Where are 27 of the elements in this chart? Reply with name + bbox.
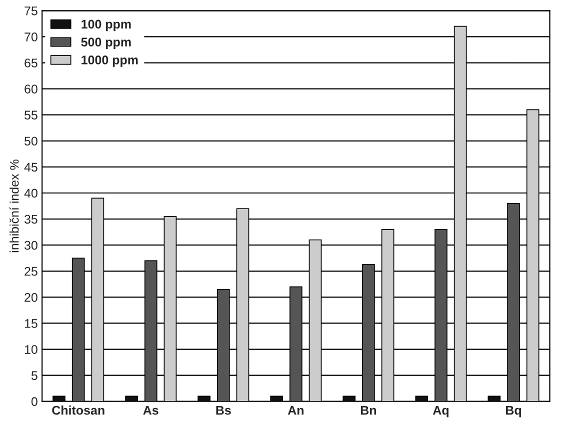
x-tick-label: As bbox=[143, 406, 158, 415]
y-tick-label: 5 bbox=[31, 371, 38, 380]
y-tick-label: 45 bbox=[24, 162, 38, 172]
y-tick-label: 70 bbox=[24, 32, 38, 42]
y-tick-label: 50 bbox=[24, 136, 38, 146]
x-tick-label: Bq bbox=[506, 406, 522, 418]
x-tick-label: Bs bbox=[216, 406, 231, 415]
y-tick-label: 25 bbox=[24, 266, 38, 276]
y-tick-label: 10 bbox=[24, 345, 38, 354]
y-tick-label: 65 bbox=[24, 58, 38, 68]
y-tick-label: 35 bbox=[24, 214, 38, 224]
x-tick-label: An bbox=[288, 406, 304, 415]
y-tick-label: 60 bbox=[24, 84, 38, 94]
y-axis-title: inhibiční index % bbox=[9, 160, 19, 252]
legend-label: 1000 ppm bbox=[82, 56, 138, 67]
x-tick-label: Bn bbox=[360, 406, 376, 415]
x-tick-label: Aq bbox=[432, 406, 448, 418]
legend-label: 500 ppm bbox=[81, 38, 131, 49]
y-tick-label: 40 bbox=[24, 188, 38, 198]
legend-label: 100 ppm bbox=[82, 20, 131, 32]
y-tick-label: 75 bbox=[24, 6, 38, 16]
y-tick-label: 30 bbox=[24, 240, 38, 250]
x-tick-label: Chitosan bbox=[52, 406, 104, 415]
y-tick-label: 0 bbox=[31, 397, 38, 406]
y-tick-label: 55 bbox=[24, 110, 38, 120]
y-tick-label: 20 bbox=[24, 292, 38, 302]
y-tick-label: 15 bbox=[24, 319, 38, 328]
